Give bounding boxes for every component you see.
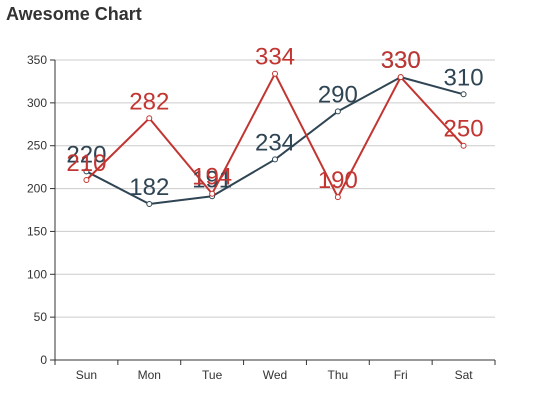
y-tick-label: 250 [27, 139, 47, 153]
data-label: 330 [381, 47, 421, 74]
y-tick-label: 150 [27, 224, 47, 238]
data-point [83, 177, 90, 183]
grid-lines [55, 59, 495, 318]
data-point [83, 168, 90, 175]
data-label: 194 [192, 164, 232, 191]
x-tick-label: Fri [394, 368, 408, 382]
x-tick-label: Sun [76, 368, 97, 382]
data-point [272, 156, 278, 163]
data-label: 234 [255, 129, 295, 156]
y-tick-label: 0 [40, 353, 47, 367]
x-tick-label: Wed [263, 368, 287, 382]
data-point [209, 190, 216, 197]
data-label: 282 [129, 88, 169, 115]
x-tick-label: Thu [328, 368, 349, 382]
data-point [334, 108, 341, 115]
data-point [272, 70, 278, 77]
data-label: 334 [255, 44, 295, 71]
y-tick-label: 300 [27, 96, 47, 110]
data-label: 310 [444, 64, 484, 91]
axes: 0 50 100 150 200 250 300 350 Sun Mon Tue Wed Thu Fri S… [27, 53, 496, 382]
data-label: 190 [318, 167, 358, 194]
data-point [146, 201, 153, 207]
data-point [334, 194, 341, 201]
data-point [397, 74, 404, 81]
data-label: 210 [66, 150, 106, 177]
data-label: 191 [192, 166, 232, 193]
data-point [146, 115, 153, 122]
x-tick-label: Sat [455, 368, 474, 382]
x-tick-label: Mon [138, 368, 161, 382]
y-tick-label: 350 [27, 53, 47, 67]
data-label: 290 [318, 81, 358, 108]
data-points [83, 70, 467, 207]
y-tick-label: 200 [27, 182, 47, 196]
data-label: 220 [66, 141, 106, 168]
data-label: 250 [444, 116, 484, 143]
data-label: 182 [129, 174, 169, 201]
y-tick-label: 50 [34, 310, 48, 324]
chart-title: Awesome Chart [6, 4, 142, 24]
data-point [460, 91, 467, 98]
data-point [460, 142, 467, 149]
y-tick-label: 100 [27, 267, 47, 281]
x-tick-label: Tue [202, 368, 223, 382]
data-label: 330 [381, 47, 421, 74]
